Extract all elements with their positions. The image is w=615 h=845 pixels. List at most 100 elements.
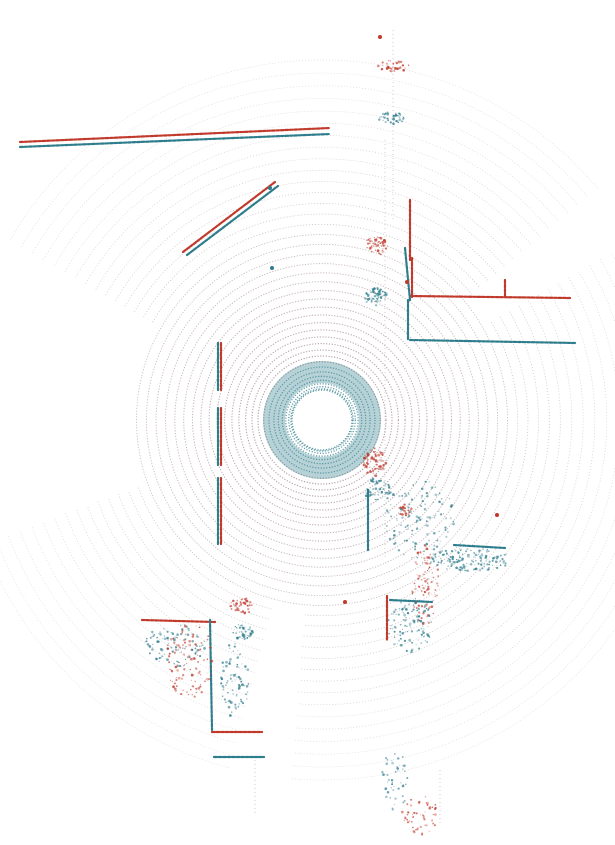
point bbox=[377, 293, 381, 296]
point bbox=[386, 245, 389, 247]
point bbox=[411, 648, 414, 651]
point bbox=[192, 657, 196, 660]
point bbox=[381, 492, 384, 495]
point bbox=[379, 464, 382, 467]
point bbox=[418, 647, 421, 650]
point bbox=[432, 501, 434, 504]
point bbox=[170, 679, 172, 681]
point bbox=[241, 702, 245, 705]
point bbox=[407, 821, 409, 824]
point bbox=[366, 458, 369, 461]
point bbox=[368, 491, 372, 494]
point bbox=[238, 626, 242, 629]
point bbox=[149, 636, 152, 639]
point bbox=[417, 639, 419, 641]
wall-segment bbox=[388, 598, 434, 604]
point bbox=[401, 810, 404, 814]
wall-segment bbox=[408, 338, 577, 345]
point bbox=[483, 562, 486, 565]
point bbox=[229, 605, 232, 608]
point bbox=[402, 509, 405, 512]
point bbox=[371, 451, 373, 453]
point bbox=[386, 530, 388, 532]
point bbox=[401, 628, 403, 630]
point bbox=[374, 483, 377, 485]
point bbox=[228, 699, 231, 703]
point bbox=[158, 633, 160, 635]
point bbox=[375, 498, 377, 501]
point bbox=[372, 487, 375, 491]
point bbox=[469, 562, 473, 566]
point bbox=[381, 250, 385, 253]
point bbox=[434, 493, 438, 497]
point bbox=[229, 677, 232, 680]
point bbox=[422, 815, 425, 818]
point bbox=[421, 833, 424, 836]
point bbox=[444, 528, 447, 531]
point bbox=[433, 824, 436, 827]
point bbox=[438, 500, 441, 503]
point bbox=[424, 503, 426, 505]
point bbox=[393, 630, 396, 633]
point bbox=[398, 494, 401, 498]
point bbox=[163, 628, 165, 630]
point bbox=[394, 608, 397, 611]
point bbox=[404, 67, 406, 69]
point bbox=[185, 646, 187, 648]
point bbox=[438, 530, 440, 533]
point bbox=[246, 599, 248, 602]
point bbox=[416, 526, 418, 528]
point bbox=[199, 645, 201, 647]
point bbox=[240, 680, 243, 683]
point bbox=[392, 613, 394, 615]
point bbox=[399, 643, 403, 647]
object-cluster bbox=[362, 447, 388, 478]
point bbox=[372, 469, 375, 472]
point bbox=[411, 533, 413, 536]
point bbox=[484, 554, 488, 558]
point bbox=[382, 467, 384, 469]
point bbox=[442, 513, 445, 515]
point bbox=[492, 556, 495, 560]
point bbox=[199, 655, 202, 658]
point bbox=[421, 814, 425, 817]
point bbox=[434, 514, 437, 517]
point bbox=[247, 608, 250, 611]
point bbox=[182, 629, 184, 631]
point bbox=[450, 563, 454, 566]
point bbox=[403, 639, 407, 643]
point bbox=[487, 568, 490, 571]
point bbox=[380, 241, 383, 243]
point bbox=[403, 492, 407, 495]
point bbox=[373, 450, 376, 454]
point bbox=[220, 676, 223, 680]
point bbox=[398, 116, 401, 119]
point bbox=[379, 253, 382, 256]
point bbox=[378, 450, 382, 454]
scan-ring-arc bbox=[76, 509, 255, 673]
point bbox=[379, 488, 382, 490]
point bbox=[249, 632, 253, 636]
point bbox=[151, 648, 154, 651]
point bbox=[392, 66, 394, 69]
point bbox=[402, 768, 404, 770]
point bbox=[370, 479, 373, 483]
point bbox=[237, 676, 241, 679]
point bbox=[176, 633, 179, 637]
point bbox=[234, 673, 237, 676]
point bbox=[369, 240, 372, 243]
point bbox=[416, 828, 419, 831]
point bbox=[402, 509, 404, 512]
point bbox=[162, 638, 164, 640]
point bbox=[473, 556, 475, 558]
point bbox=[158, 660, 161, 662]
point bbox=[448, 498, 450, 500]
point bbox=[438, 551, 442, 554]
point bbox=[406, 611, 410, 615]
point bbox=[406, 813, 409, 816]
point bbox=[173, 651, 176, 654]
point bbox=[430, 605, 434, 609]
point bbox=[151, 636, 153, 638]
point bbox=[207, 635, 209, 637]
point bbox=[227, 705, 231, 709]
